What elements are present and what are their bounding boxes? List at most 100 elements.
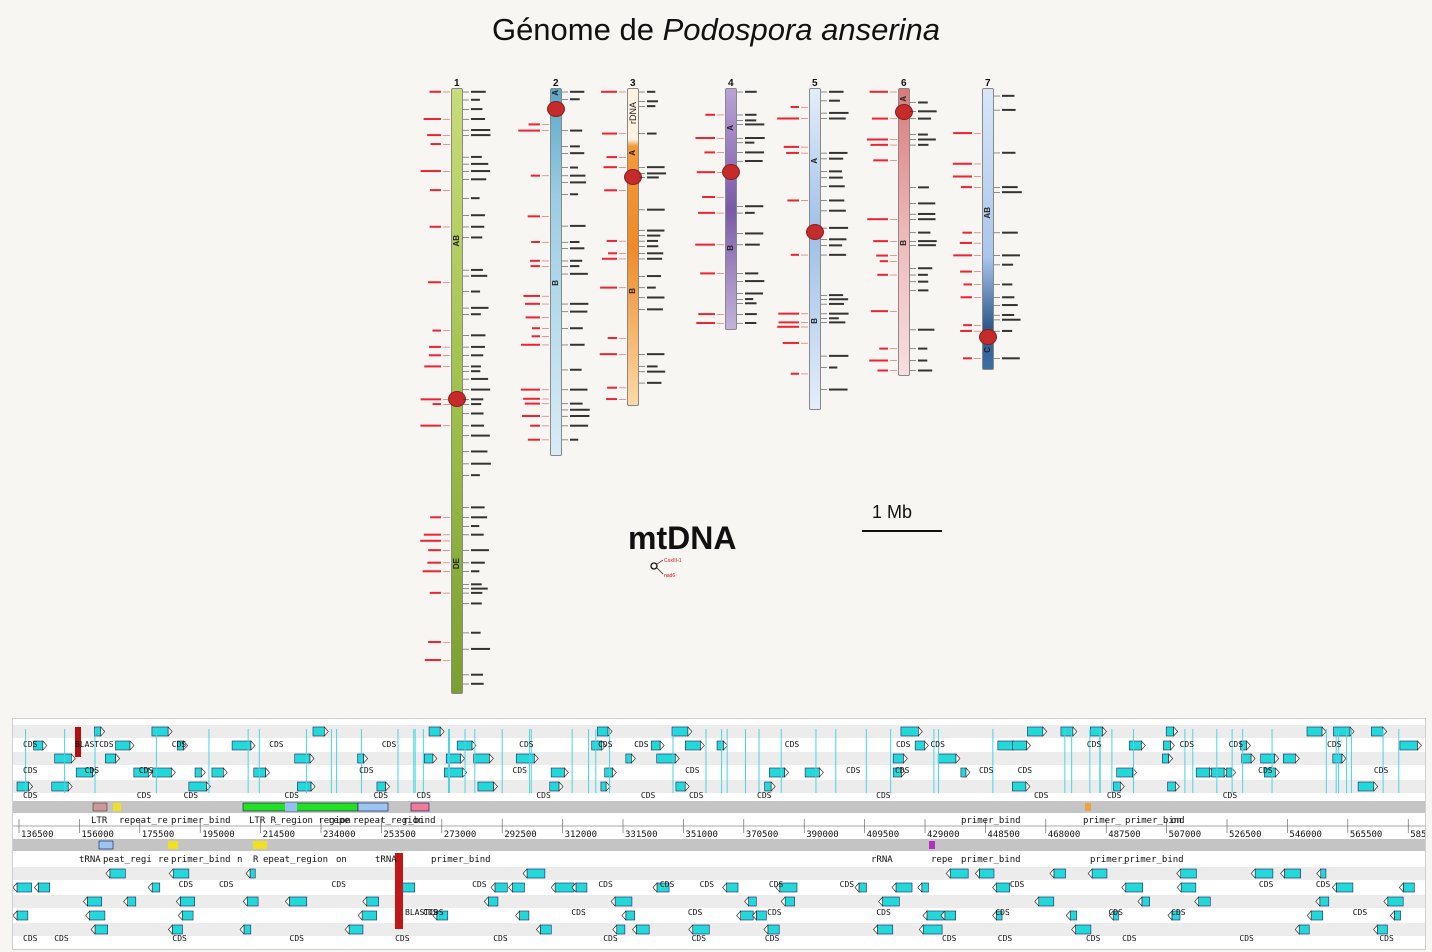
locus-label-right xyxy=(1002,304,1018,307)
cds-box xyxy=(671,726,689,737)
locus-label-left xyxy=(530,424,540,427)
locus-label-left xyxy=(607,386,617,389)
axis-tick-label: 487500 xyxy=(1108,830,1141,840)
chromosome-2[interactable] xyxy=(550,88,562,456)
axis-tick-label: 156000 xyxy=(81,830,114,840)
locus-label-right xyxy=(647,257,663,260)
locus-label-right xyxy=(1002,263,1014,266)
locus-label-left xyxy=(960,270,972,273)
locus-label-right xyxy=(647,296,665,299)
cds-arrow xyxy=(13,910,18,921)
primer-block xyxy=(1085,803,1091,811)
cds-box xyxy=(554,882,575,893)
feature-label: peat_regi xyxy=(103,855,152,865)
locus-label-right xyxy=(471,178,487,181)
cds-label: CDS xyxy=(219,880,234,889)
locus-label-right xyxy=(1002,357,1020,360)
cds-label: CDS xyxy=(1171,908,1186,917)
cds-box xyxy=(428,726,441,737)
cds-arrow xyxy=(723,740,728,751)
cds-arrow xyxy=(1071,924,1076,935)
locus-label-left xyxy=(531,335,540,338)
cds-label: CDS xyxy=(1122,934,1137,943)
axis-tick-label: 351000 xyxy=(685,830,718,840)
cds-arrow xyxy=(752,910,757,921)
blast-label: BLASTCDS xyxy=(75,740,114,749)
genome-browser[interactable]: 136500 156000 175500 195000 214500 234000 2535… xyxy=(12,718,1426,950)
cds-box xyxy=(249,868,256,879)
locus-label-right xyxy=(471,533,484,536)
axis-tick-label: 136500 xyxy=(21,830,54,840)
locus-label-left xyxy=(952,175,972,178)
chromosome-5[interactable] xyxy=(809,88,821,410)
cds-box xyxy=(294,753,311,764)
cds-box xyxy=(1027,726,1044,737)
locus-label-right xyxy=(745,159,763,162)
locus-label-right xyxy=(745,272,759,275)
locus-label-left xyxy=(790,372,799,375)
locus-label-right xyxy=(829,176,843,179)
cds-label: CDS xyxy=(942,934,957,943)
cds-box xyxy=(1260,753,1276,764)
cds-box xyxy=(1165,726,1174,737)
locus-label-left xyxy=(420,170,441,173)
cds-label: CDS xyxy=(179,880,194,889)
cds-arrow xyxy=(175,896,181,907)
browser-tracks: 136500 156000 175500 195000 214500 234000 2535… xyxy=(13,725,1425,943)
locus-label-right xyxy=(570,247,585,250)
cds-box xyxy=(1053,868,1066,879)
cds-box xyxy=(914,740,925,751)
locus-label-right xyxy=(745,211,755,214)
locus-label-right xyxy=(471,506,485,509)
cds-box xyxy=(1320,868,1327,879)
cds-box xyxy=(1180,868,1197,879)
cds-box xyxy=(937,753,957,764)
locus-label-right xyxy=(647,166,665,169)
cds-box xyxy=(1399,740,1418,751)
locus-label-left xyxy=(432,329,441,332)
locus-label-right xyxy=(471,365,481,368)
axis-tick-label: 507000 xyxy=(1169,830,1202,840)
cds-arrow xyxy=(688,924,694,935)
locus-label-right xyxy=(745,137,765,140)
locus-label-right xyxy=(647,208,665,211)
cds-arrow xyxy=(631,753,636,764)
chromosome-7[interactable] xyxy=(982,88,994,370)
cds-box xyxy=(1038,896,1055,907)
locus-label-left xyxy=(525,302,540,305)
cds-arrow xyxy=(460,753,466,764)
locus-label-right xyxy=(745,302,757,305)
mtdna-locus: nad6 xyxy=(664,573,675,579)
cds-label: CDS xyxy=(1180,740,1195,749)
chromosome-4[interactable] xyxy=(725,88,737,330)
cds-box xyxy=(444,767,464,778)
locus-label-right xyxy=(829,170,843,173)
cds-box xyxy=(1091,868,1108,879)
locus-label-right xyxy=(829,111,849,114)
locus-label-left xyxy=(530,265,540,268)
chromosome-number: 2 xyxy=(553,78,559,89)
feature-label: n xyxy=(237,855,242,865)
axis-tick-label: 409500 xyxy=(867,830,900,840)
cds-label: CDS xyxy=(519,740,534,749)
cds-label: CDS xyxy=(23,934,38,943)
cds-label: CDS xyxy=(290,934,305,943)
centromere xyxy=(979,329,997,345)
locus-label-right xyxy=(1002,254,1020,257)
locus-label-left xyxy=(607,337,617,340)
cds-arrow xyxy=(1331,882,1337,893)
feature-label: repe xyxy=(931,855,953,865)
locus-label-right xyxy=(829,238,847,241)
locus-label-right xyxy=(471,682,484,685)
cds-label: CDS xyxy=(660,880,675,889)
locus-label-left xyxy=(869,359,888,362)
cds-box xyxy=(211,767,224,778)
locus-label-right xyxy=(745,113,757,116)
locus-label-right xyxy=(829,99,840,102)
cds-label: CDS xyxy=(767,908,782,917)
chromosome-6[interactable] xyxy=(898,88,910,376)
locus-label-left xyxy=(778,312,799,315)
chromosome-3[interactable] xyxy=(627,88,639,406)
cds-box xyxy=(194,767,202,778)
cds-label: CDS xyxy=(895,766,910,775)
